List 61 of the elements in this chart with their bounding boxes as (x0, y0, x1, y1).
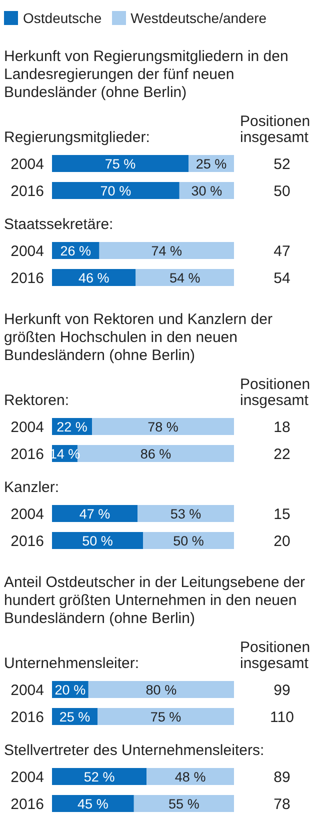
data-label: 45 % (78, 796, 108, 812)
y-tick-label: 2004 (10, 418, 44, 436)
chart-title: Anteil Ostdeutscher in der Leitungsebene der hundert größten Unternehmen in den neuen Bundesländern (ohne Berlin) (3, 573, 306, 629)
text: 99 (274, 682, 290, 699)
text: 89 (274, 768, 290, 786)
data-label: 74 % (151, 244, 182, 258)
data-label: 22 % (56, 420, 88, 434)
data-label: 48 % (174, 770, 206, 784)
data-label: 25 % (196, 156, 227, 172)
legend-label: Westdeutsche/andere (130, 10, 267, 26)
data-label: 20 % (54, 682, 86, 698)
chart-subtitle: Kanzler: (4, 479, 60, 496)
y-tick-label: 2016 (10, 446, 44, 463)
data-label: 50 % (82, 534, 113, 548)
text: 18 (274, 418, 290, 436)
data-label: 75 % (104, 156, 136, 172)
chart-title: Herkunft von Rektoren und Kanzlern der größten Hochschulen in den neuen Bundesländern (ohne Berlin) (3, 310, 274, 366)
text: 15 (274, 506, 290, 523)
y-tick-label: 2016 (10, 708, 44, 726)
y-tick-label: 2016 (10, 796, 44, 813)
text: 47 (274, 242, 290, 260)
chart-subtitle: Stellvertreter des Unternehmensleiters: (4, 742, 264, 759)
chart-subtitle: Rektoren: (4, 392, 70, 409)
chart-subtitle: Unternehmensleiter: (4, 655, 140, 672)
text: 110 (270, 708, 294, 726)
data-label: 52 % (84, 770, 115, 784)
text: 54 (274, 270, 290, 287)
y-tick-label: 2016 (10, 270, 44, 287)
data-label: 55 % (168, 796, 200, 812)
data-label: 53 % (170, 506, 202, 522)
legend-label: Ostdeutsche (22, 10, 102, 26)
data-label: 54 % (169, 270, 200, 286)
y-tick-label: 2016 (10, 532, 44, 550)
y-tick-label: 2004 (10, 768, 44, 786)
y-tick-label: 2004 (10, 242, 44, 260)
data-label: 70 % (100, 184, 132, 198)
text: Positionen insgesamt (240, 639, 312, 672)
chart-title: Herkunft von Regierungsmitgliedern in den Landesregierungen der fünf neuen Bundesländer (ohne Berlin) (3, 47, 290, 103)
data-label: 30 % (191, 184, 222, 198)
text: 78 (274, 796, 290, 813)
y-tick-label: 2004 (10, 156, 44, 173)
y-tick-label: 2004 (10, 506, 44, 523)
data-label: 50 % (173, 534, 204, 548)
chart-subtitle: Regierungsmitglieder: (4, 129, 150, 146)
text: 50 (274, 182, 290, 200)
y-tick-label: 2016 (10, 182, 44, 200)
data-label: 78 % (148, 420, 178, 434)
text: Positionen insgesamt (240, 113, 312, 146)
data-label: 75 % (150, 710, 182, 724)
data-label: 80 % (146, 682, 177, 698)
data-label: 25 % (59, 710, 90, 724)
data-label: 86 % (140, 446, 172, 462)
text: 20 (274, 532, 290, 550)
chart-subtitle: Staatssekretäre: (4, 216, 114, 233)
data-label: 26 % (60, 244, 92, 258)
text: 52 (274, 156, 290, 173)
y-tick-label: 2004 (10, 682, 44, 699)
text: 22 (274, 446, 290, 463)
data-label: 47 % (79, 506, 110, 522)
text: Positionen insgesamt (240, 376, 312, 409)
data-label: 46 % (78, 270, 110, 286)
